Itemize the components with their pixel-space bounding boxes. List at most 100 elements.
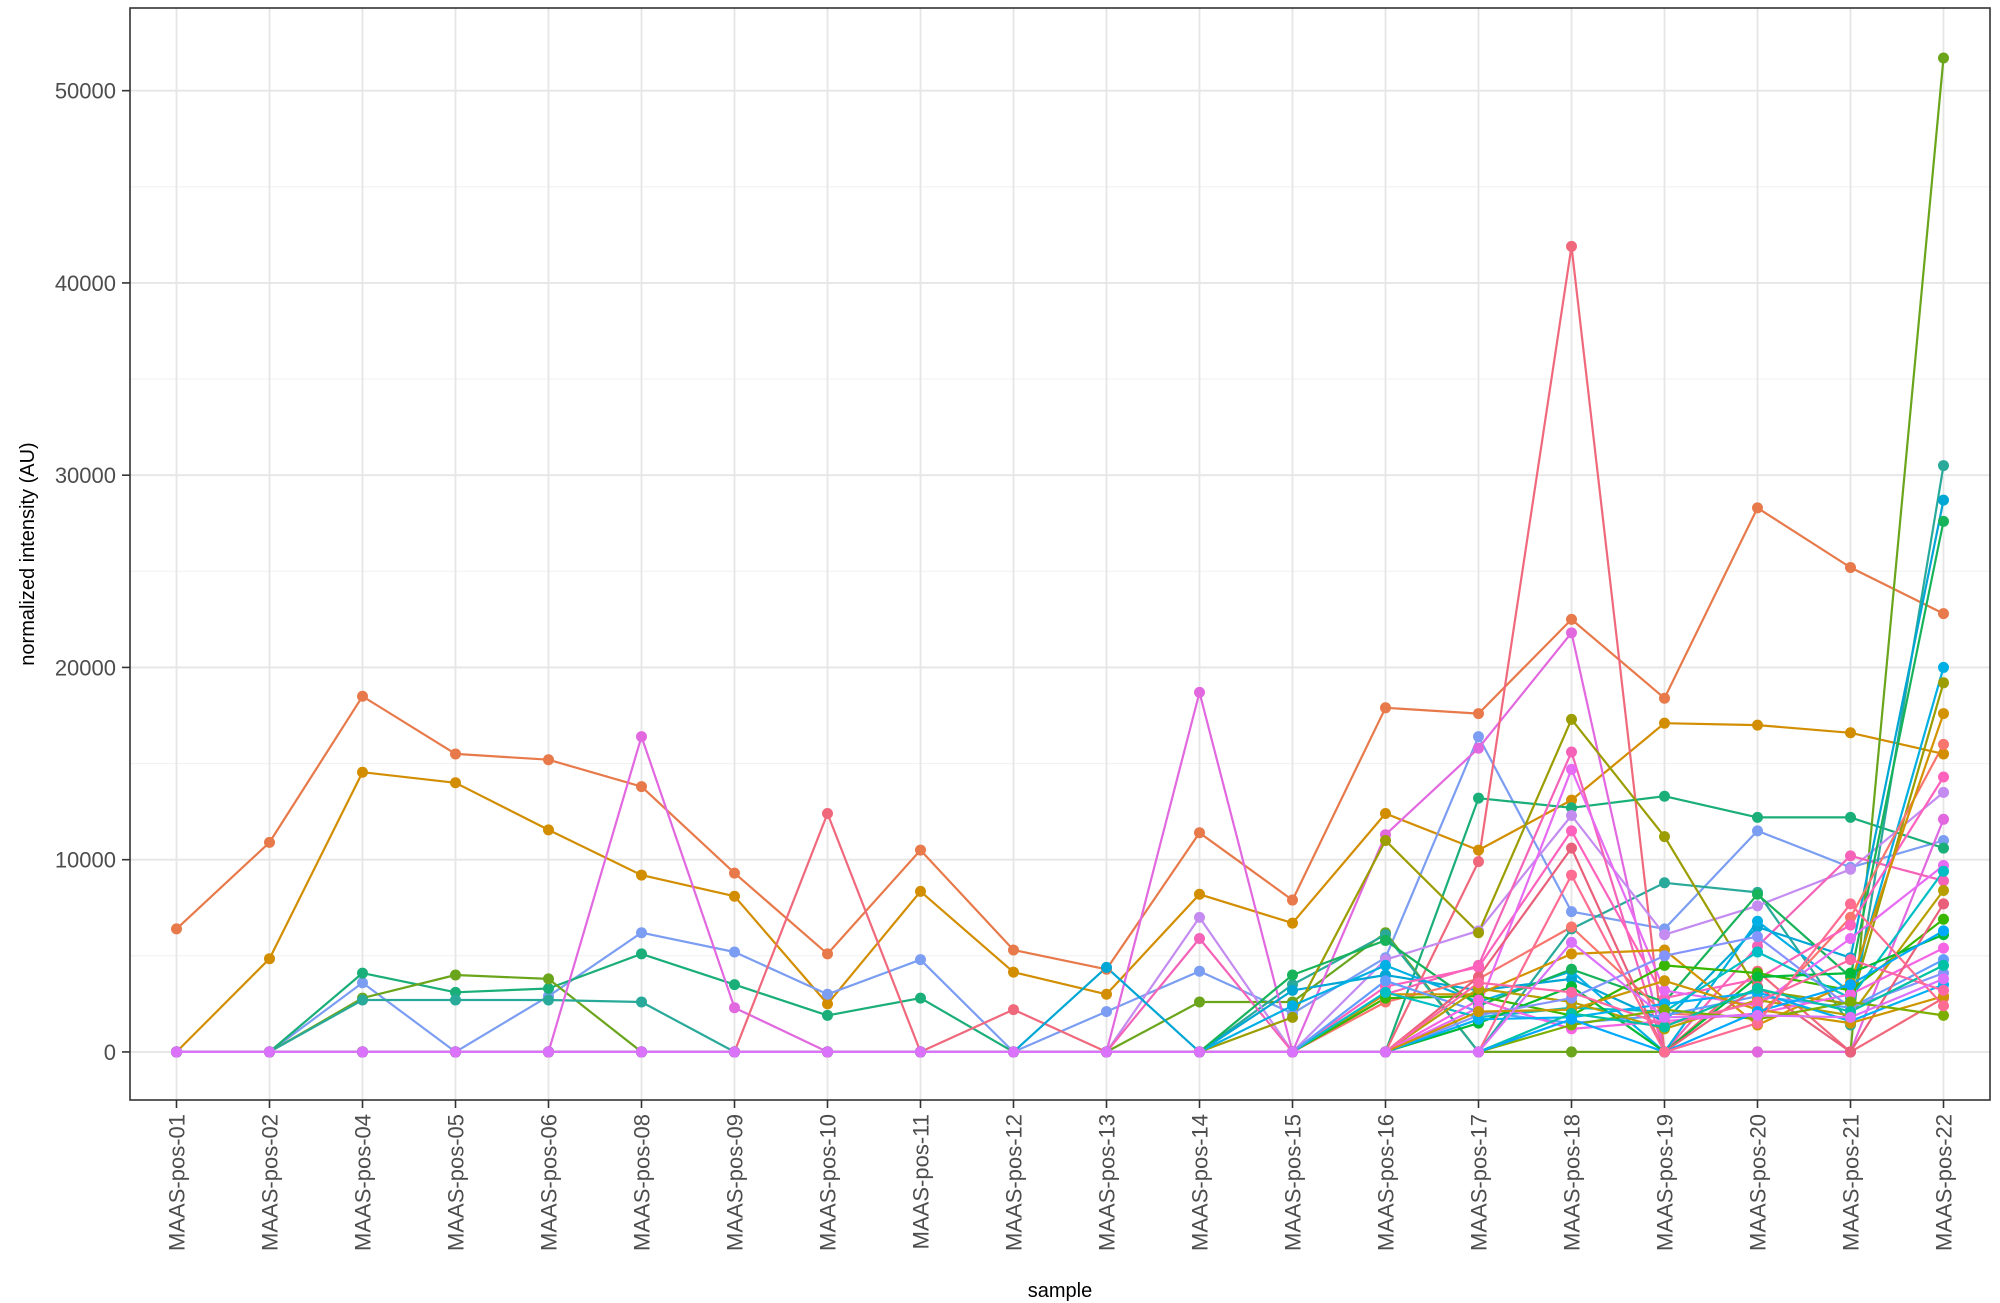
data-point <box>1845 996 1856 1008</box>
data-point <box>1473 977 1484 989</box>
data-point <box>1566 802 1577 814</box>
data-point <box>1659 1021 1670 1033</box>
series-line <box>176 941 1944 1054</box>
data-point <box>1938 942 1949 954</box>
data-point <box>1938 708 1949 720</box>
data-point <box>543 973 554 985</box>
data-point <box>357 690 368 702</box>
data-point <box>636 927 647 939</box>
data-point <box>729 946 740 958</box>
data-point <box>915 844 926 856</box>
data-point <box>1845 919 1856 931</box>
data-point <box>1287 1046 1298 1058</box>
data-point <box>1659 950 1670 962</box>
data-point <box>543 754 554 766</box>
x-tick-label: MAAS-pos-16 <box>1374 1114 1399 1251</box>
data-point <box>636 781 647 793</box>
data-point <box>1194 996 1205 1008</box>
data-point <box>1566 746 1577 758</box>
data-point <box>1287 917 1298 929</box>
data-point <box>171 1046 182 1058</box>
x-tick-label: MAAS-pos-01 <box>165 1114 190 1251</box>
data-point <box>1752 996 1763 1008</box>
data-point <box>1194 1046 1205 1058</box>
data-point <box>1380 834 1391 846</box>
data-point <box>1473 792 1484 804</box>
data-point <box>1101 1046 1112 1058</box>
data-point <box>1473 856 1484 868</box>
data-point <box>1101 988 1112 1000</box>
data-point <box>1566 842 1577 854</box>
data-point <box>1938 771 1949 783</box>
data-point <box>1845 863 1856 875</box>
data-point <box>822 1046 833 1058</box>
data-point <box>1380 702 1391 714</box>
data-point <box>1473 731 1484 743</box>
data-point <box>636 948 647 960</box>
x-tick-label: MAAS-pos-04 <box>351 1114 376 1251</box>
series-line <box>175 506 1944 971</box>
x-tick-label: MAAS-pos-09 <box>723 1114 748 1251</box>
data-point <box>1380 808 1391 820</box>
x-tick-label: MAAS-pos-08 <box>630 1114 655 1251</box>
data-point <box>1659 1004 1670 1016</box>
data-point <box>1752 888 1763 900</box>
data-point <box>543 982 554 994</box>
data-point <box>1752 931 1763 943</box>
data-point <box>1659 692 1670 704</box>
data-point <box>1566 794 1577 806</box>
data-point <box>1473 844 1484 856</box>
data-point <box>1659 959 1670 971</box>
data-point <box>1473 742 1484 754</box>
data-point <box>1659 929 1670 941</box>
data-point <box>450 986 461 998</box>
data-point <box>1938 813 1949 825</box>
data-point <box>1938 959 1949 971</box>
data-point <box>1938 984 1949 996</box>
data-point <box>1752 900 1763 912</box>
data-point <box>1845 988 1856 1000</box>
data-point <box>1566 869 1577 881</box>
data-point <box>1287 894 1298 906</box>
data-point <box>822 948 833 960</box>
data-point <box>1473 994 1484 1006</box>
data-point <box>357 766 368 778</box>
data-point <box>1752 915 1763 927</box>
panel-border <box>129 7 1991 1101</box>
data-point <box>1938 494 1949 506</box>
data-point <box>1659 717 1670 729</box>
x-axis-title: sample <box>1028 1280 1092 1302</box>
x-tick-label: MAAS-pos-22 <box>1932 1114 1957 1251</box>
data-point <box>1566 763 1577 775</box>
series-line <box>175 722 1944 1053</box>
data-point <box>450 969 461 981</box>
data-point <box>1380 959 1391 971</box>
data-point <box>1938 925 1949 937</box>
x-tick-label: MAAS-pos-12 <box>1002 1114 1027 1251</box>
data-point <box>1938 52 1949 64</box>
data-point <box>1752 1017 1763 1029</box>
data-point <box>1938 460 1949 472</box>
x-tick-label: MAAS-pos-17 <box>1467 1114 1492 1251</box>
data-point <box>1752 825 1763 837</box>
data-point <box>1380 986 1391 998</box>
data-point <box>1566 921 1577 933</box>
data-point <box>1659 877 1670 889</box>
data-point <box>1938 1009 1949 1021</box>
data-point <box>1845 979 1856 991</box>
y-tick-label: 0 <box>104 1040 116 1065</box>
data-point <box>729 979 740 991</box>
data-point <box>1845 727 1856 739</box>
data-point <box>1101 961 1112 973</box>
data-point <box>1752 811 1763 823</box>
data-point <box>264 1046 275 1058</box>
data-point <box>822 988 833 1000</box>
data-point <box>264 836 275 848</box>
data-point <box>1659 1011 1670 1023</box>
data-point <box>729 867 740 879</box>
data-point <box>1938 1000 1949 1012</box>
data-point <box>1287 984 1298 996</box>
data-point <box>1473 1046 1484 1058</box>
x-tick-label: MAAS-pos-21 <box>1839 1114 1864 1251</box>
